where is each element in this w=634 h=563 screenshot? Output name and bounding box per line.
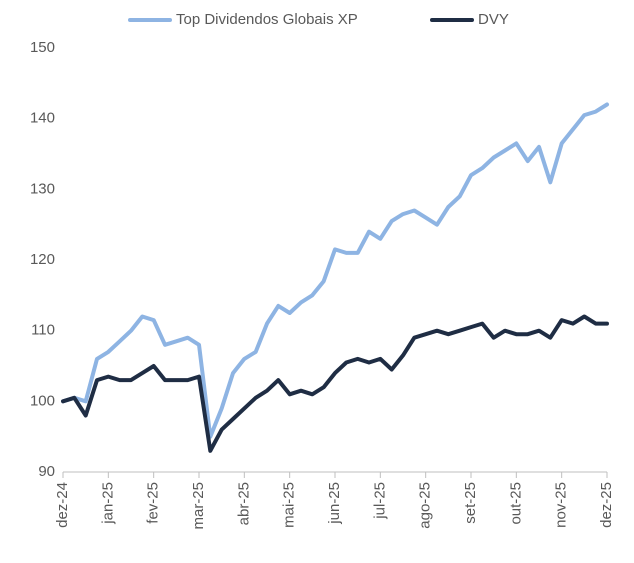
x-tick-label: out-25 — [507, 482, 524, 525]
x-tick-label: jul-25 — [371, 482, 388, 520]
x-tick-label: abr-25 — [235, 482, 252, 525]
x-tick-label: mar-25 — [190, 482, 207, 530]
x-tick-label: dez-24 — [54, 482, 71, 528]
y-tick-label: 130 — [30, 180, 55, 197]
y-tick-label: 140 — [30, 110, 55, 127]
series-line — [61, 314, 609, 453]
x-tick-label: mai-25 — [281, 482, 298, 528]
legend-label: Top Dividendos Globais XP — [176, 11, 358, 28]
legend-label: DVY — [478, 11, 509, 28]
x-tick-label: fev-25 — [145, 482, 162, 524]
y-tick-label: 110 — [31, 322, 55, 339]
x-tick-label: ago-25 — [417, 482, 434, 529]
y-tick-label: 100 — [30, 392, 55, 409]
y-tick-label: 90 — [38, 463, 55, 480]
x-tick-label: jan-25 — [99, 482, 116, 525]
x-tick-label: dez-25 — [598, 482, 615, 528]
y-tick-label: 120 — [30, 251, 55, 268]
x-tick-label: nov-25 — [553, 482, 570, 528]
series-line — [61, 102, 609, 439]
x-tick-label: jun-25 — [326, 482, 343, 525]
x-tick-label: set-25 — [462, 482, 479, 524]
y-tick-label: 150 — [30, 39, 55, 56]
